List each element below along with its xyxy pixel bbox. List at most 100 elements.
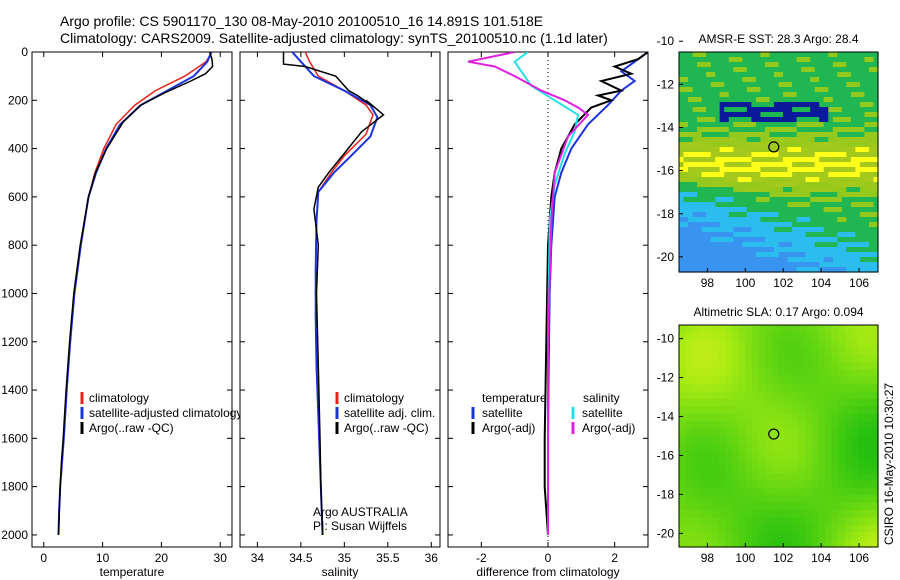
heatmap-cell <box>873 212 879 218</box>
heatmap-cell <box>844 495 852 504</box>
heatmap-cell <box>792 172 798 178</box>
heatmap-cell <box>771 391 780 400</box>
heatmap-cell <box>755 107 761 113</box>
heatmap-cell <box>819 112 825 118</box>
heatmap-cell <box>811 399 819 407</box>
heatmap-cell <box>831 539 839 548</box>
heatmap-cell <box>701 177 707 183</box>
heatmap-cell <box>819 267 825 273</box>
heatmap-cell <box>718 436 726 444</box>
heatmap-cell <box>728 227 734 233</box>
heatmap-cell <box>778 107 784 113</box>
x-tick-label: 30 <box>214 551 228 565</box>
heatmap-cell <box>823 192 829 198</box>
heatmap-cell <box>851 406 859 415</box>
heatmap-cell <box>758 517 766 526</box>
heatmap-cell <box>697 52 703 58</box>
heatmap-cell <box>724 172 730 178</box>
heatmap-cell <box>733 122 739 128</box>
heatmap-cell <box>718 539 726 548</box>
heatmap-cell <box>798 436 806 444</box>
heatmap-cell <box>733 182 739 188</box>
heatmap-cell <box>751 212 757 218</box>
heatmap-cell <box>824 406 833 415</box>
heatmap-cell <box>701 82 707 88</box>
heatmap-cell <box>732 465 740 474</box>
heatmap-cell <box>698 332 707 341</box>
heatmap-cell <box>679 112 685 118</box>
y-tick-label: -10 <box>657 34 675 48</box>
heatmap-cell <box>764 212 770 218</box>
heatmap-cell <box>732 458 740 467</box>
heatmap-cell <box>751 252 757 258</box>
heatmap-cell <box>718 354 726 363</box>
heatmap-cell <box>769 197 775 203</box>
heatmap-cell <box>728 82 734 88</box>
heatmap-cell <box>859 247 865 253</box>
heatmap-cell <box>751 187 757 193</box>
heatmap-cell <box>771 362 780 370</box>
heatmap-cell <box>850 212 856 218</box>
heatmap-cell <box>760 57 766 63</box>
heatmap-cell <box>758 391 766 400</box>
heatmap-cell <box>715 87 721 93</box>
heatmap-cell <box>850 142 856 148</box>
heatmap-cell <box>823 197 829 203</box>
heatmap-cell <box>738 354 746 363</box>
heatmap-cell <box>778 132 784 138</box>
heatmap-cell <box>805 391 813 400</box>
heatmap-cell <box>732 332 740 341</box>
heatmap-cell <box>841 232 847 238</box>
heatmap-cell <box>805 197 811 203</box>
x-tick-label: 102 <box>773 551 793 565</box>
heatmap-cell <box>819 127 825 133</box>
heatmap-cell <box>728 112 734 118</box>
heatmap-cell <box>774 157 780 163</box>
heatmap-cell <box>771 421 780 430</box>
heatmap-cell <box>805 369 813 378</box>
heatmap-cell <box>855 147 861 153</box>
heatmap-cell <box>850 107 856 113</box>
heatmap-cell <box>823 187 829 193</box>
heatmap-cell <box>705 406 713 415</box>
heatmap-cell <box>771 510 780 518</box>
heatmap-cell <box>828 117 834 123</box>
heatmap-cell <box>778 458 786 467</box>
heatmap-cell <box>828 167 834 173</box>
heatmap-cell <box>679 362 687 370</box>
heatmap-cell <box>858 325 866 333</box>
heatmap-cell <box>751 172 757 178</box>
heatmap-cell <box>785 376 793 385</box>
heatmap-cell <box>701 72 707 78</box>
heatmap-cell <box>742 212 748 218</box>
heatmap-cell <box>814 52 820 58</box>
heatmap-cell <box>801 147 807 153</box>
heatmap-cell <box>855 62 861 68</box>
heatmap-cell <box>832 62 838 68</box>
heatmap-cell <box>819 52 825 58</box>
heatmap-cell <box>692 152 698 158</box>
heatmap-cell <box>679 227 685 233</box>
heatmap-cell <box>683 187 689 193</box>
heatmap-cell <box>810 227 816 233</box>
heatmap-cell <box>823 117 829 123</box>
heatmap-cell <box>755 257 761 263</box>
heatmap-cell <box>765 384 773 393</box>
heatmap-cell <box>755 62 761 68</box>
heatmap-cell <box>805 67 811 73</box>
heatmap-cell <box>818 480 826 489</box>
heatmap-cell <box>746 72 752 78</box>
heatmap-cell <box>837 142 843 148</box>
heatmap-cell <box>864 92 870 98</box>
heatmap-cell <box>824 332 833 341</box>
heatmap-cell <box>737 127 743 133</box>
heatmap-cell <box>818 391 826 400</box>
heatmap-cell <box>742 62 748 68</box>
heatmap-cell <box>724 162 730 168</box>
heatmap-cell <box>712 465 720 474</box>
heatmap-cell <box>719 187 725 193</box>
heatmap-cell <box>710 147 716 153</box>
heatmap-cell <box>864 67 870 73</box>
heatmap-cell <box>751 182 757 188</box>
heatmap-cell <box>679 450 687 459</box>
